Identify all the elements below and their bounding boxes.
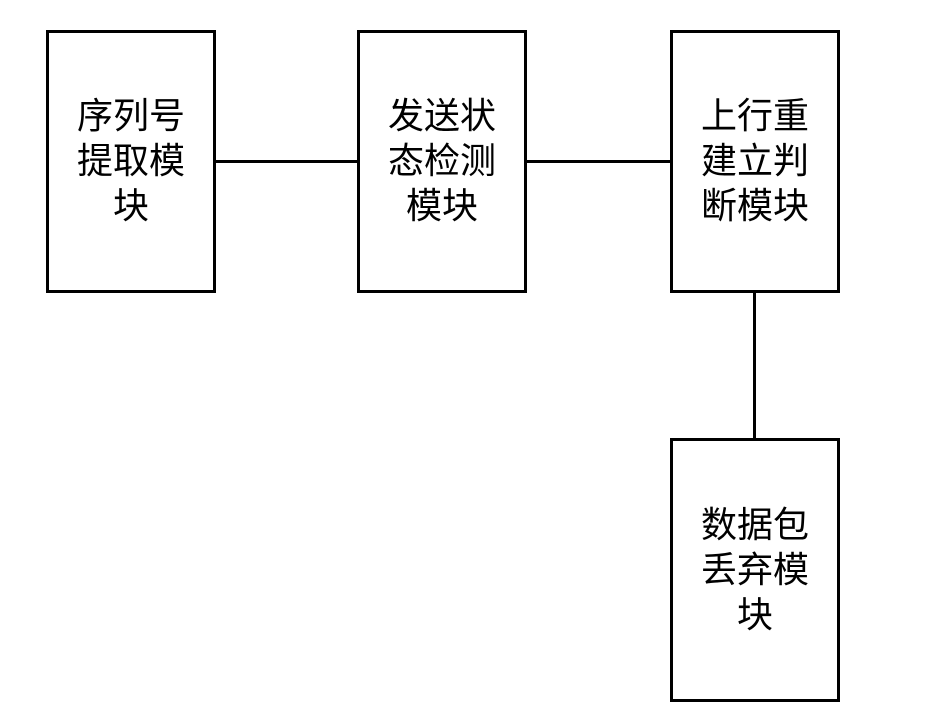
node-label: 上行重 建立判 断模块 <box>701 94 809 229</box>
node-send-status-detect: 发送状 态检测 模块 <box>357 30 527 293</box>
node-label: 发送状 态检测 模块 <box>388 94 496 229</box>
edge-n3-n4 <box>753 293 756 438</box>
node-uplink-rebuild-judge: 上行重 建立判 断模块 <box>670 30 840 293</box>
node-packet-discard: 数据包 丢弃模 块 <box>670 438 840 702</box>
node-serial-extract: 序列号 提取模 块 <box>46 30 216 293</box>
node-label: 数据包 丢弃模 块 <box>701 503 809 638</box>
edge-n2-n3 <box>527 160 670 163</box>
node-label: 序列号 提取模 块 <box>77 94 185 229</box>
edge-n1-n2 <box>216 160 357 163</box>
diagram-canvas: 序列号 提取模 块 发送状 态检测 模块 上行重 建立判 断模块 数据包 丢弃模… <box>0 0 934 727</box>
